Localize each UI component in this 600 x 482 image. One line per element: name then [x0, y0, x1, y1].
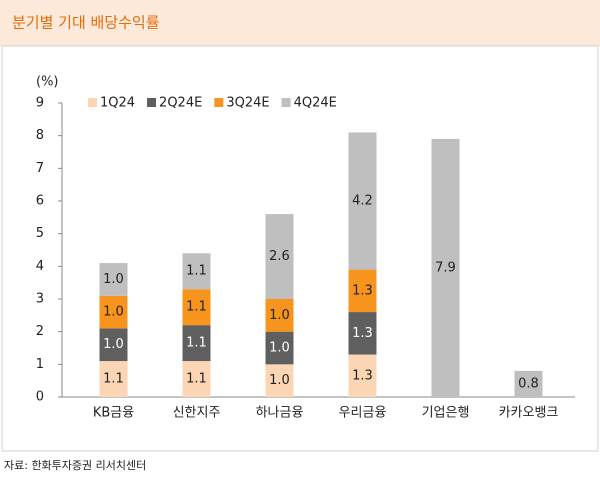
value-label: 1.1	[186, 300, 207, 315]
x-tick-label: 카카오뱅크	[499, 406, 559, 421]
value-label: 7.9	[435, 260, 456, 275]
bar-segment	[182, 289, 211, 326]
value-label: 2.6	[269, 249, 290, 264]
bar-segment	[182, 253, 211, 290]
value-label: 1.1	[186, 264, 207, 279]
y-tick-label: 1	[36, 357, 44, 372]
legend-label: 2Q24E	[159, 96, 202, 111]
y-tick-label: 6	[36, 194, 44, 209]
y-tick-label: 0	[36, 390, 44, 405]
frame	[1, 45, 599, 452]
legend-label: 1Q24	[100, 96, 135, 111]
bar-segment	[348, 312, 377, 355]
value-label: 0.8	[518, 376, 539, 391]
bar-segment	[182, 325, 211, 362]
x-tick-label: 신한지주	[173, 406, 221, 421]
bar-segment	[182, 361, 211, 397]
y-axis-label: (%)	[36, 75, 59, 90]
bar-segment	[99, 263, 128, 296]
y-tick-label: 8	[36, 128, 44, 143]
legend-label: 4Q24E	[294, 96, 337, 111]
y-tick-label: 5	[36, 226, 44, 241]
x-tick-label: 기업은행	[422, 405, 470, 421]
chart-title: 분기별 기대 배당수익률	[12, 14, 160, 32]
bar-segment	[265, 364, 294, 397]
bar-segment	[265, 214, 294, 299]
value-label: 1.0	[103, 272, 124, 287]
legend-swatch	[214, 98, 224, 107]
bar-segment	[348, 132, 377, 270]
bar-segment	[265, 331, 294, 365]
bar-segment	[514, 370, 543, 397]
y-tick-label: 7	[36, 161, 44, 176]
value-label: 1.0	[103, 337, 124, 352]
y-tick-label: 2	[36, 324, 44, 339]
value-label: 4.2	[352, 194, 373, 209]
value-label: 1.0	[103, 305, 124, 320]
value-label: 1.0	[269, 341, 290, 356]
legend-swatch	[88, 98, 97, 107]
legend-swatch	[147, 98, 157, 107]
value-label: 1.1	[186, 372, 207, 387]
value-label: 1.0	[269, 373, 290, 388]
value-label: 1.1	[103, 372, 124, 387]
header-band	[0, 0, 600, 46]
bar-segment	[431, 138, 460, 397]
legend-swatch	[281, 98, 291, 107]
legend-label: 3Q24E	[226, 96, 269, 111]
x-tick-label: 우리금융	[339, 406, 387, 421]
value-label: 1.3	[352, 326, 373, 341]
value-label: 1.0	[269, 308, 290, 323]
value-label: 1.1	[186, 336, 207, 351]
y-tick-label: 4	[36, 259, 44, 274]
bar-segment	[348, 269, 377, 313]
y-tick-label: 9	[36, 96, 44, 111]
value-label: 1.3	[352, 283, 373, 298]
x-tick-label: 하나금융	[256, 406, 304, 421]
x-tick-label: KB금융	[93, 406, 134, 421]
bar-segment	[99, 361, 128, 397]
bar-segment	[99, 295, 128, 329]
value-label: 1.3	[352, 368, 373, 383]
source: 자료: 한화투자증권 리서치센터	[4, 459, 146, 472]
y-tick-label: 3	[36, 292, 44, 307]
bar-segment	[348, 354, 377, 397]
bar-segment	[265, 299, 294, 332]
bar-segment	[99, 328, 128, 362]
